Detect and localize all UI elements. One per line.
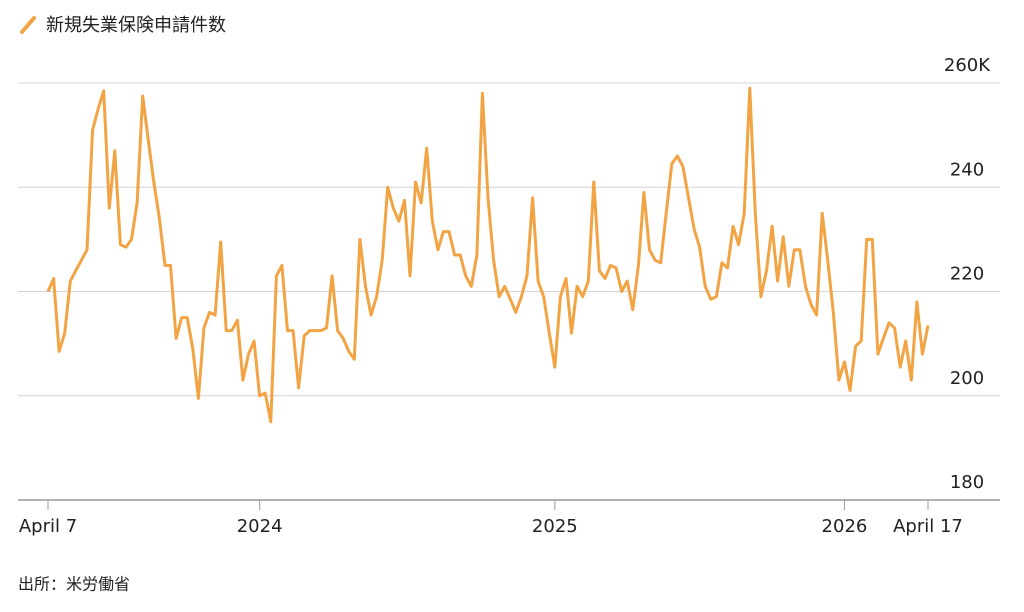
x-tick-label: April 17: [893, 516, 963, 537]
x-tick-label: 2025: [532, 516, 578, 537]
x-tick-label: 2024: [237, 516, 283, 537]
y-tick-label: 220: [950, 264, 984, 285]
x-tick-label: April 7: [19, 516, 77, 537]
source: 出所：米労働省: [18, 575, 130, 594]
y-tick-label: 240: [950, 159, 984, 180]
legend-label: 新規失業保険申請件数: [46, 15, 226, 36]
x-tick-label: 2026: [822, 516, 868, 537]
y-tick-label: 260K: [944, 55, 991, 76]
y-tick-label: 180: [950, 472, 984, 493]
line: [46, 86, 930, 424]
legend-swatch: [20, 16, 36, 34]
y-tick-label: 200: [950, 368, 984, 389]
